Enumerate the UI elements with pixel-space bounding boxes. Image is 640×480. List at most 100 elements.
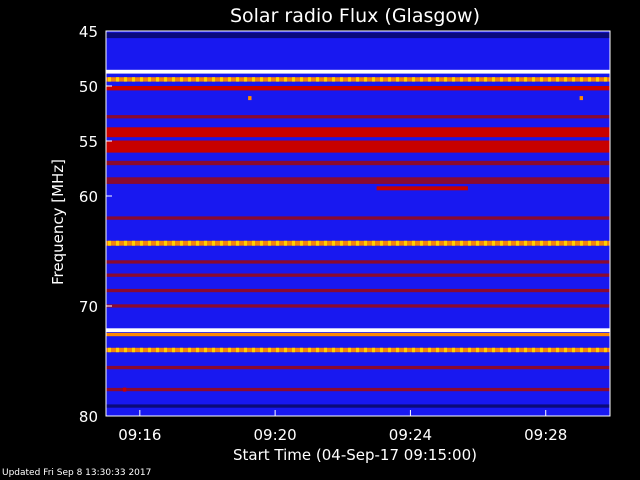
band-dot bbox=[436, 240, 439, 246]
band-dot bbox=[340, 347, 343, 353]
band-dot bbox=[180, 77, 183, 82]
x-tick-label: 09:20 bbox=[254, 426, 297, 444]
band-dot bbox=[180, 347, 183, 353]
band-dot bbox=[492, 240, 495, 246]
band-dot bbox=[572, 77, 575, 82]
y-axis-ticks: 45 50 55 60 70 80 bbox=[79, 23, 112, 426]
band-dot bbox=[604, 77, 607, 82]
band-dot bbox=[244, 347, 247, 353]
band-dot bbox=[324, 240, 327, 246]
band-dot bbox=[452, 77, 455, 82]
band-dot bbox=[324, 77, 327, 82]
band-dot bbox=[148, 347, 151, 353]
band-dot bbox=[244, 77, 247, 82]
band-dot bbox=[348, 347, 351, 353]
band-dot bbox=[228, 77, 231, 82]
radio-burst bbox=[248, 96, 252, 101]
spectrogram-band bbox=[106, 177, 610, 184]
spectrogram-bursts bbox=[122, 96, 583, 392]
band-dot bbox=[388, 77, 391, 82]
band-dot bbox=[108, 77, 111, 82]
band-dot bbox=[364, 240, 367, 246]
band-dot bbox=[572, 347, 575, 353]
band-dot bbox=[476, 347, 479, 353]
band-dot bbox=[484, 347, 487, 353]
band-dot bbox=[580, 240, 583, 246]
band-dot bbox=[252, 240, 255, 246]
band-dot bbox=[172, 347, 175, 353]
chart-title: Solar radio Flux (Glasgow) bbox=[230, 5, 480, 27]
band-dot bbox=[508, 347, 511, 353]
band-dot bbox=[292, 77, 295, 82]
band-dot bbox=[380, 77, 383, 82]
band-dot bbox=[220, 240, 223, 246]
band-dot bbox=[436, 77, 439, 82]
band-dot bbox=[500, 77, 503, 82]
band-dot bbox=[300, 347, 303, 353]
y-tick-label: 55 bbox=[79, 133, 98, 151]
band-dot bbox=[308, 77, 311, 82]
band-dot bbox=[556, 77, 559, 82]
band-dot bbox=[156, 77, 159, 82]
band-dot bbox=[404, 347, 407, 353]
spectrogram-bands bbox=[106, 32, 610, 408]
band-dot bbox=[444, 240, 447, 246]
band-dot bbox=[188, 77, 191, 82]
band-dot bbox=[396, 240, 399, 246]
band-dot bbox=[164, 240, 167, 246]
spectrogram-band bbox=[106, 160, 610, 166]
band-dot bbox=[268, 77, 271, 82]
band-dot bbox=[260, 77, 263, 82]
spectrogram-band bbox=[106, 332, 610, 337]
spectrogram-band bbox=[106, 260, 610, 264]
band-dot bbox=[516, 77, 519, 82]
band-dot bbox=[308, 347, 311, 353]
band-dot bbox=[364, 347, 367, 353]
band-dot bbox=[132, 347, 135, 353]
band-dot bbox=[116, 347, 119, 353]
spectrogram-band bbox=[106, 365, 610, 370]
band-dot bbox=[532, 347, 535, 353]
band-dot bbox=[308, 240, 311, 246]
band-dot bbox=[140, 77, 143, 82]
band-dot bbox=[316, 240, 319, 246]
band-dot bbox=[212, 77, 215, 82]
band-dot bbox=[548, 77, 551, 82]
band-dot bbox=[508, 77, 511, 82]
band-dot bbox=[196, 240, 199, 246]
band-dot bbox=[252, 77, 255, 82]
band-dot bbox=[444, 77, 447, 82]
radio-burst bbox=[376, 186, 468, 191]
band-dot bbox=[516, 240, 519, 246]
band-dot bbox=[132, 240, 135, 246]
band-dot bbox=[540, 240, 543, 246]
band-dot bbox=[332, 347, 335, 353]
band-dot bbox=[404, 77, 407, 82]
band-dot bbox=[228, 347, 231, 353]
band-dot bbox=[556, 240, 559, 246]
band-dot bbox=[596, 77, 599, 82]
band-dot bbox=[148, 77, 151, 82]
band-dot bbox=[444, 347, 447, 353]
y-tick-label: 70 bbox=[79, 298, 98, 316]
band-dot bbox=[532, 77, 535, 82]
band-dot bbox=[460, 77, 463, 82]
band-dot bbox=[532, 240, 535, 246]
band-dot bbox=[428, 240, 431, 246]
band-dot bbox=[412, 347, 415, 353]
band-dot bbox=[372, 240, 375, 246]
band-dot bbox=[388, 240, 391, 246]
radio-burst bbox=[122, 387, 127, 392]
band-dot bbox=[164, 347, 167, 353]
band-dot bbox=[604, 347, 607, 353]
band-dot bbox=[124, 77, 127, 82]
band-dot bbox=[524, 77, 527, 82]
band-dot bbox=[564, 347, 567, 353]
band-dot bbox=[268, 240, 271, 246]
band-dot bbox=[316, 347, 319, 353]
band-dot bbox=[412, 77, 415, 82]
band-dot bbox=[452, 240, 455, 246]
band-dot bbox=[276, 240, 279, 246]
spectrogram-band bbox=[106, 387, 610, 392]
band-dot bbox=[572, 240, 575, 246]
